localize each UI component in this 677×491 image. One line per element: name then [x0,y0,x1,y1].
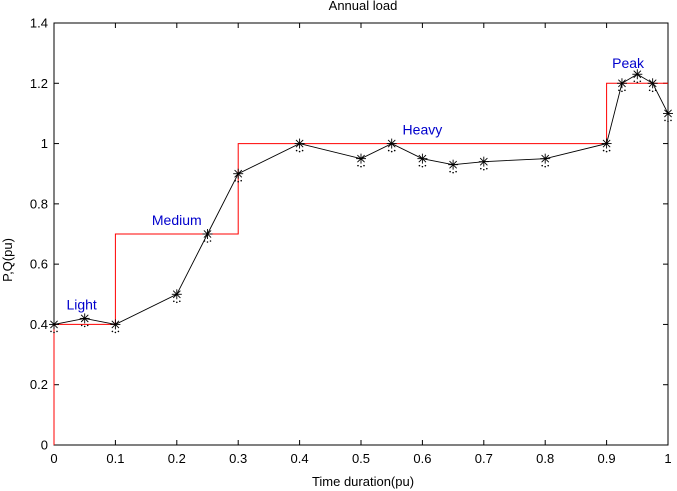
x-tick-label: 0.3 [229,451,247,466]
y-tick-label: 0.8 [30,196,48,211]
annotations: Light Medium Heavy Peak [66,55,645,312]
star-marker [49,319,59,334]
y-tick-label: 0 [41,438,48,453]
star-marker [417,153,428,168]
star-marker [233,168,244,183]
y-axis-title: P,Q(pu) [0,238,15,282]
annotation-label: Medium [152,212,202,228]
x-tick-label: 0.2 [168,451,186,466]
star-marker [79,313,90,328]
star-marker [540,153,551,168]
star-marker [448,159,459,174]
star-marker [616,78,627,93]
load-series-line [53,73,669,325]
x-tick-label: 0.7 [475,451,493,466]
x-tick-label: 0.9 [598,451,616,466]
plot-area [49,69,673,445]
x-tick-label: 1 [664,451,671,466]
star-marker [294,138,305,153]
x-tick-label: 0.6 [413,451,431,466]
y-tick-label: 0.6 [30,257,48,272]
star-marker [663,108,673,123]
star-marker [647,78,658,93]
x-tick-label: 0.1 [106,451,124,466]
annotation-label: Light [66,296,96,312]
y-tick-label: 0.2 [30,377,48,392]
y-tick-label: 1 [41,136,48,151]
star-marker [478,156,489,171]
y-tick-label: 1.2 [30,76,48,91]
y-tick-label: 1.4 [30,16,48,31]
chart-title: Annual load [329,0,398,13]
star-marker [171,289,182,304]
star-marker [632,69,643,84]
annotation-label: Heavy [403,122,443,138]
star-marker [110,319,121,334]
x-tick-label: 0.5 [352,451,370,466]
x-tick-label: 0 [50,451,57,466]
step-series-line [53,82,668,445]
star-marker [386,138,397,153]
x-tick-label: 0.8 [536,451,554,466]
x-tick-label: 0.4 [291,451,309,466]
x-axis-title: Time duration(pu) [312,474,414,489]
star-marker [356,153,366,168]
y-tick-label: 0.4 [30,317,48,332]
star-marker [601,138,612,153]
annotation-label: Peak [612,55,645,71]
star-marker [202,229,213,243]
axes: 0 0.1 0.2 0.3 0.4 0.5 0.6 0.7 0.8 0.9 1 0 0.2 0.4 0.6 0… [30,16,672,467]
